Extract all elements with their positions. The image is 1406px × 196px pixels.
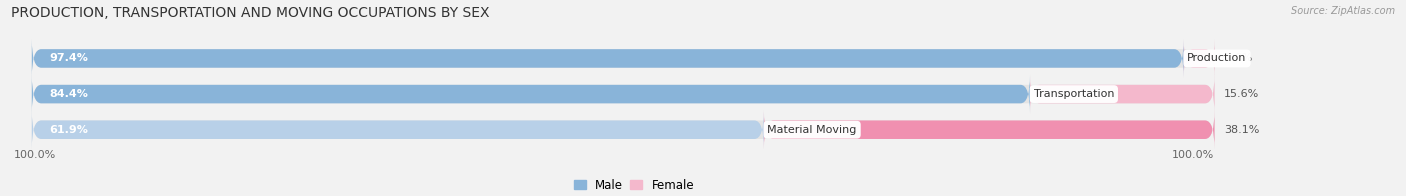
Text: Production: Production [1187,54,1247,64]
FancyBboxPatch shape [32,39,1215,78]
FancyBboxPatch shape [763,111,1215,149]
FancyBboxPatch shape [32,111,1215,149]
FancyBboxPatch shape [32,75,1031,113]
FancyBboxPatch shape [1031,75,1215,113]
Legend: Male, Female: Male, Female [569,174,699,196]
Text: PRODUCTION, TRANSPORTATION AND MOVING OCCUPATIONS BY SEX: PRODUCTION, TRANSPORTATION AND MOVING OC… [11,6,489,20]
Text: 61.9%: 61.9% [49,125,89,135]
Text: 97.4%: 97.4% [49,54,89,64]
Text: 38.1%: 38.1% [1225,125,1260,135]
Text: Source: ZipAtlas.com: Source: ZipAtlas.com [1291,6,1395,16]
Text: Material Moving: Material Moving [768,125,856,135]
Text: 100.0%: 100.0% [14,150,56,160]
Text: 100.0%: 100.0% [1173,150,1215,160]
FancyBboxPatch shape [32,39,1184,78]
FancyBboxPatch shape [32,75,1215,113]
Text: Transportation: Transportation [1033,89,1114,99]
FancyBboxPatch shape [1184,39,1215,78]
FancyBboxPatch shape [32,111,763,149]
Text: 15.6%: 15.6% [1225,89,1260,99]
Text: 84.4%: 84.4% [49,89,89,99]
Text: 2.6%: 2.6% [1225,54,1253,64]
